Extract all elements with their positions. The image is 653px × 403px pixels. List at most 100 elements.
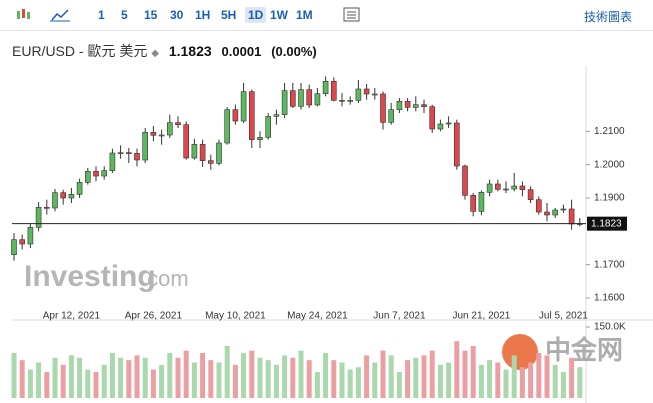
volume-bar xyxy=(200,353,206,398)
candle-body xyxy=(519,185,526,190)
volume-bar xyxy=(232,364,238,398)
candle-body xyxy=(371,93,378,96)
candle-body xyxy=(503,188,509,191)
interval-button[interactable]: 5 xyxy=(121,8,128,22)
interval-button[interactable]: 1D xyxy=(245,7,267,23)
candle-body xyxy=(27,227,34,245)
technical-chart-link[interactable]: 技術圖表 xyxy=(584,10,633,24)
volume-bar xyxy=(249,350,255,398)
interval-button[interactable]: 1 xyxy=(98,8,105,22)
candle-body xyxy=(322,81,329,94)
volume-bar xyxy=(224,345,230,398)
volume-bar xyxy=(175,357,181,398)
candle-body xyxy=(314,93,321,106)
candle-body xyxy=(330,81,337,101)
quote-header: EUR/USD - 歐元 美元 ◆ 1.1823 0.0001 (0.00%) xyxy=(12,41,317,61)
candle-body xyxy=(421,104,427,107)
candle-body xyxy=(142,132,148,161)
interval-button[interactable]: 1W xyxy=(270,8,288,22)
watermark-suffix: .com xyxy=(141,266,189,291)
interval-button[interactable]: 5H xyxy=(221,8,237,22)
toolbar: 1 5 15 30 1H 5H 1D 1W 1M 技術圖表 xyxy=(0,0,653,31)
candle-body xyxy=(216,142,222,164)
candle-body xyxy=(388,109,395,123)
volume-bar xyxy=(396,371,402,398)
candle-body xyxy=(93,171,99,177)
interval-button[interactable]: 1M xyxy=(296,8,313,22)
candle-body xyxy=(355,88,362,101)
volume-bar xyxy=(478,364,484,398)
candle-body xyxy=(60,192,67,199)
volume-bar xyxy=(216,362,222,398)
candle-body xyxy=(11,239,17,255)
change: 0.0001 xyxy=(221,44,262,59)
candle-body xyxy=(363,88,370,95)
volume-bar xyxy=(421,355,427,398)
candle-body xyxy=(462,165,468,196)
volume-bar xyxy=(93,371,99,398)
candle-body xyxy=(560,208,567,211)
volume-bar xyxy=(159,364,165,398)
interval-button[interactable]: 1H xyxy=(195,8,211,22)
candle-body xyxy=(445,122,452,125)
candle-body xyxy=(404,101,411,108)
candle-body xyxy=(568,208,575,225)
candle-body xyxy=(85,171,91,183)
candle-body xyxy=(273,114,280,117)
candle-body xyxy=(191,144,198,159)
candle-body xyxy=(257,137,263,140)
volume-bar xyxy=(36,362,42,398)
candle-body xyxy=(158,134,165,137)
volume-bar xyxy=(126,360,132,398)
volume-bar xyxy=(413,357,419,398)
candle-body xyxy=(19,239,26,245)
y-tick-label: 1.2100 xyxy=(594,126,625,137)
interval-button[interactable]: 30 xyxy=(170,8,184,22)
candle-body xyxy=(339,100,345,102)
y-tick-label: 1.2000 xyxy=(594,159,625,170)
candle-body xyxy=(134,153,140,161)
candle-body xyxy=(199,144,206,161)
volume-bar xyxy=(339,362,345,398)
candle-body xyxy=(167,122,173,136)
volume-bar xyxy=(429,350,435,398)
price: 1.1823 xyxy=(168,43,212,59)
candle-body xyxy=(552,209,559,216)
candle-body xyxy=(437,123,444,130)
candle-body xyxy=(35,207,42,228)
symbol: EUR/USD - 歐元 美元 xyxy=(12,43,148,59)
volume-bar xyxy=(142,357,148,398)
volume-bar xyxy=(68,355,74,398)
volume-bar xyxy=(544,355,550,398)
x-tick-label: Jun 21, 2021 xyxy=(452,311,510,322)
candle-body xyxy=(208,160,214,164)
settings-icon[interactable] xyxy=(343,7,361,23)
x-tick-label: Apr 26, 2021 xyxy=(125,311,183,322)
volume-bar xyxy=(19,360,25,398)
volume-bar xyxy=(323,353,329,398)
volume-bar xyxy=(265,360,271,398)
chart-type-icons[interactable] xyxy=(16,7,76,23)
volume-bar xyxy=(511,355,517,398)
volume-bar xyxy=(528,362,534,398)
interval-button[interactable]: 15 xyxy=(144,8,158,22)
y-tick-label: 1.1700 xyxy=(594,259,625,270)
volume-bar xyxy=(314,371,320,398)
volume-bar xyxy=(183,350,189,398)
candle-body xyxy=(68,194,75,199)
volume-bar xyxy=(85,369,91,398)
volume-bar xyxy=(27,369,33,398)
candle-body xyxy=(76,182,83,195)
volume-bar xyxy=(44,371,50,398)
volume-bar xyxy=(446,362,452,398)
candle-body xyxy=(535,199,542,213)
volume-bar xyxy=(577,367,583,398)
candle-body xyxy=(347,100,354,102)
x-tick-label: May 10, 2021 xyxy=(205,311,266,322)
candle-body xyxy=(453,122,460,167)
candle-body xyxy=(249,91,255,140)
volume-bar xyxy=(437,364,443,398)
candle-body xyxy=(101,170,107,177)
candle-body xyxy=(232,109,239,122)
